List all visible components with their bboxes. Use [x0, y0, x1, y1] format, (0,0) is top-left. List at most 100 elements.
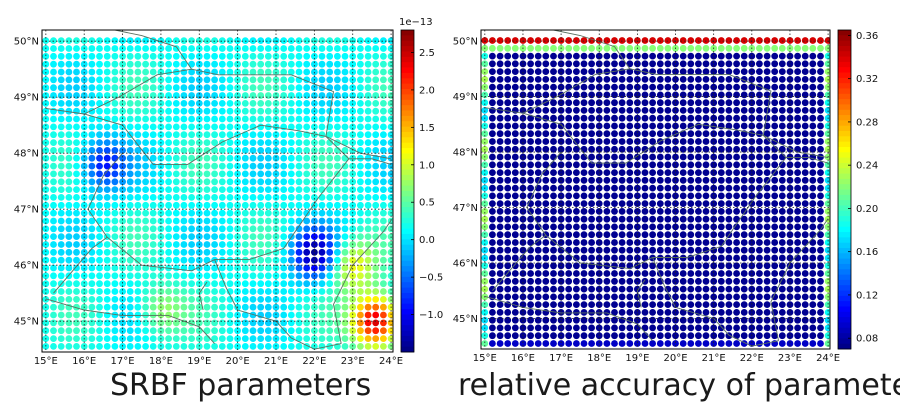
data-point	[542, 223, 550, 231]
data-point	[809, 223, 817, 231]
data-point	[387, 303, 393, 311]
data-point	[489, 161, 496, 169]
data-point	[695, 239, 702, 246]
data-point	[149, 60, 157, 68]
data-point	[172, 147, 180, 154]
data-point	[88, 115, 96, 123]
data-point	[172, 264, 180, 272]
data-point	[264, 233, 272, 241]
data-point	[550, 254, 557, 262]
data-point	[573, 99, 580, 107]
data-point	[57, 60, 65, 68]
data-point	[817, 231, 824, 239]
data-point	[626, 99, 634, 107]
data-point	[603, 91, 611, 99]
data-point	[203, 92, 211, 99]
data-point	[88, 194, 96, 201]
data-point	[172, 327, 180, 335]
data-point	[142, 147, 150, 154]
data-point	[218, 68, 226, 76]
data-point	[211, 123, 219, 131]
data-point	[349, 280, 357, 288]
data-point	[341, 256, 349, 264]
data-point	[511, 99, 519, 107]
data-point	[786, 68, 794, 75]
data-point	[778, 309, 786, 316]
data-point	[588, 246, 595, 254]
data-point	[387, 186, 393, 193]
data-point	[626, 44, 634, 52]
data-point	[489, 169, 496, 177]
data-point	[318, 52, 326, 60]
data-point	[801, 316, 809, 324]
data-point	[611, 44, 618, 52]
data-point	[50, 147, 57, 154]
data-point	[257, 194, 265, 201]
x-tick-label: 21°E	[702, 353, 726, 364]
data-point	[364, 327, 372, 335]
data-point	[656, 285, 664, 293]
data-point	[295, 248, 303, 256]
data-point	[96, 107, 103, 115]
data-point	[88, 139, 96, 147]
data-point	[481, 68, 489, 75]
data-point	[634, 107, 641, 114]
data-point	[349, 225, 357, 233]
data-point	[326, 327, 334, 335]
data-point	[542, 262, 550, 270]
data-point	[295, 147, 303, 154]
data-point	[649, 176, 656, 184]
x-tick-label: 15°E	[473, 353, 497, 364]
data-point	[580, 37, 588, 44]
data-point	[226, 311, 234, 319]
data-point	[595, 309, 603, 316]
data-point	[679, 200, 687, 208]
data-point	[218, 217, 226, 225]
data-point	[542, 200, 550, 208]
data-point	[595, 270, 603, 277]
data-point	[717, 99, 725, 107]
data-point	[695, 145, 702, 153]
data-point	[387, 241, 393, 248]
data-point	[588, 192, 595, 200]
data-point	[111, 154, 119, 162]
data-point	[96, 162, 103, 170]
data-point	[725, 138, 733, 145]
data-point	[542, 52, 550, 60]
data-point	[702, 301, 710, 308]
data-point	[756, 91, 763, 99]
data-point	[96, 335, 103, 342]
data-point	[326, 233, 334, 241]
data-point	[702, 184, 710, 192]
data-point	[817, 200, 824, 208]
data-point	[756, 324, 763, 332]
data-point	[603, 208, 611, 215]
data-point	[65, 225, 73, 233]
data-point	[295, 100, 303, 107]
data-point	[295, 178, 303, 186]
data-point	[740, 309, 748, 316]
data-point	[134, 201, 142, 209]
data-point	[372, 256, 380, 264]
data-point	[626, 192, 634, 200]
data-point	[786, 301, 794, 308]
data-point	[771, 60, 779, 68]
data-point	[295, 264, 303, 272]
data-point	[679, 91, 687, 99]
data-point	[364, 154, 372, 162]
data-point	[380, 131, 387, 139]
data-point	[318, 147, 326, 154]
data-point	[481, 107, 489, 114]
data-point	[595, 200, 603, 208]
data-point	[349, 288, 357, 295]
data-point	[142, 280, 150, 288]
data-point	[580, 184, 588, 192]
data-point	[534, 99, 542, 107]
data-point	[679, 169, 687, 177]
data-point	[580, 332, 588, 340]
data-point	[824, 130, 830, 138]
data-point	[603, 231, 611, 239]
data-point	[165, 233, 173, 241]
data-point	[50, 288, 57, 295]
data-point	[303, 100, 311, 107]
